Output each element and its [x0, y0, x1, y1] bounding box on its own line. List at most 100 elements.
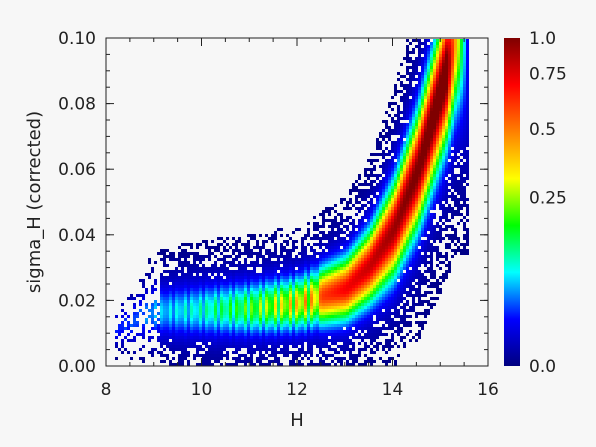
density-cell	[448, 171, 451, 174]
density-cell	[394, 285, 397, 288]
density-cell	[346, 270, 349, 273]
density-cell	[445, 234, 448, 237]
density-cell	[454, 198, 457, 201]
density-cell	[388, 315, 391, 318]
density-cell	[145, 273, 148, 276]
density-cell	[379, 204, 382, 207]
density-cell	[256, 297, 259, 300]
density-cell	[277, 282, 280, 285]
density-cell	[403, 135, 406, 138]
density-cell	[289, 249, 292, 252]
density-cell	[412, 156, 415, 159]
density-cell	[289, 282, 292, 285]
density-cell	[214, 312, 217, 315]
density-cell	[352, 318, 355, 321]
density-cell	[418, 261, 421, 264]
density-cell	[409, 147, 412, 150]
density-cell	[160, 318, 163, 321]
density-cell	[424, 114, 427, 117]
density-cell	[418, 180, 421, 183]
density-cell	[346, 225, 349, 228]
density-cell	[445, 132, 448, 135]
density-cell	[430, 168, 433, 171]
density-cell	[277, 345, 280, 348]
density-cell	[445, 111, 448, 114]
density-cell	[247, 351, 250, 354]
density-cell	[418, 177, 421, 180]
density-cell	[298, 330, 301, 333]
density-cell	[223, 264, 226, 267]
density-cell	[169, 330, 172, 333]
density-cell	[136, 294, 139, 297]
density-cell	[394, 315, 397, 318]
density-cell	[292, 282, 295, 285]
density-cell	[250, 345, 253, 348]
density-cell	[271, 312, 274, 315]
density-cell	[376, 138, 379, 141]
density-cell	[388, 291, 391, 294]
density-cell	[295, 294, 298, 297]
density-cell	[181, 330, 184, 333]
density-cell	[292, 243, 295, 246]
density-cell	[244, 309, 247, 312]
density-cell	[451, 159, 454, 162]
density-cell	[394, 300, 397, 303]
density-cell	[388, 219, 391, 222]
density-cell	[322, 285, 325, 288]
density-cell	[223, 324, 226, 327]
density-cell	[424, 66, 427, 69]
density-cell	[391, 294, 394, 297]
density-cell	[157, 327, 160, 330]
density-cell	[433, 96, 436, 99]
density-cell	[337, 336, 340, 339]
density-cell	[271, 348, 274, 351]
density-cell	[427, 225, 430, 228]
density-cell	[178, 327, 181, 330]
density-cell	[247, 318, 250, 321]
density-cell	[412, 222, 415, 225]
density-cell	[286, 348, 289, 351]
density-cell	[385, 255, 388, 258]
density-cell	[307, 333, 310, 336]
density-cell	[397, 252, 400, 255]
density-cell	[298, 276, 301, 279]
density-cell	[424, 276, 427, 279]
density-cell	[418, 195, 421, 198]
density-cell	[313, 252, 316, 255]
density-cell	[436, 285, 439, 288]
density-cell	[436, 225, 439, 228]
density-cell	[406, 69, 409, 72]
density-cell	[178, 252, 181, 255]
density-cell	[334, 297, 337, 300]
density-cell	[346, 243, 349, 246]
density-cell	[424, 225, 427, 228]
density-cell	[121, 339, 124, 342]
density-cell	[250, 297, 253, 300]
density-cell	[325, 339, 328, 342]
density-cell	[271, 234, 274, 237]
density-cell	[292, 276, 295, 279]
density-cell	[289, 321, 292, 324]
density-cell	[277, 273, 280, 276]
density-cell	[196, 303, 199, 306]
density-cell	[250, 330, 253, 333]
density-cell	[331, 225, 334, 228]
density-cell	[301, 330, 304, 333]
density-cell	[397, 210, 400, 213]
density-cell	[370, 315, 373, 318]
density-cell	[217, 360, 220, 363]
density-cell	[445, 198, 448, 201]
density-cell	[340, 264, 343, 267]
density-cell	[250, 264, 253, 267]
density-cell	[325, 300, 328, 303]
density-cell	[433, 78, 436, 81]
density-cell	[364, 285, 367, 288]
density-cell	[298, 318, 301, 321]
density-cell	[424, 186, 427, 189]
density-cell	[118, 324, 121, 327]
density-cell	[322, 297, 325, 300]
density-cell	[241, 345, 244, 348]
density-cell	[412, 147, 415, 150]
density-cell	[364, 363, 367, 366]
density-cell	[358, 336, 361, 339]
